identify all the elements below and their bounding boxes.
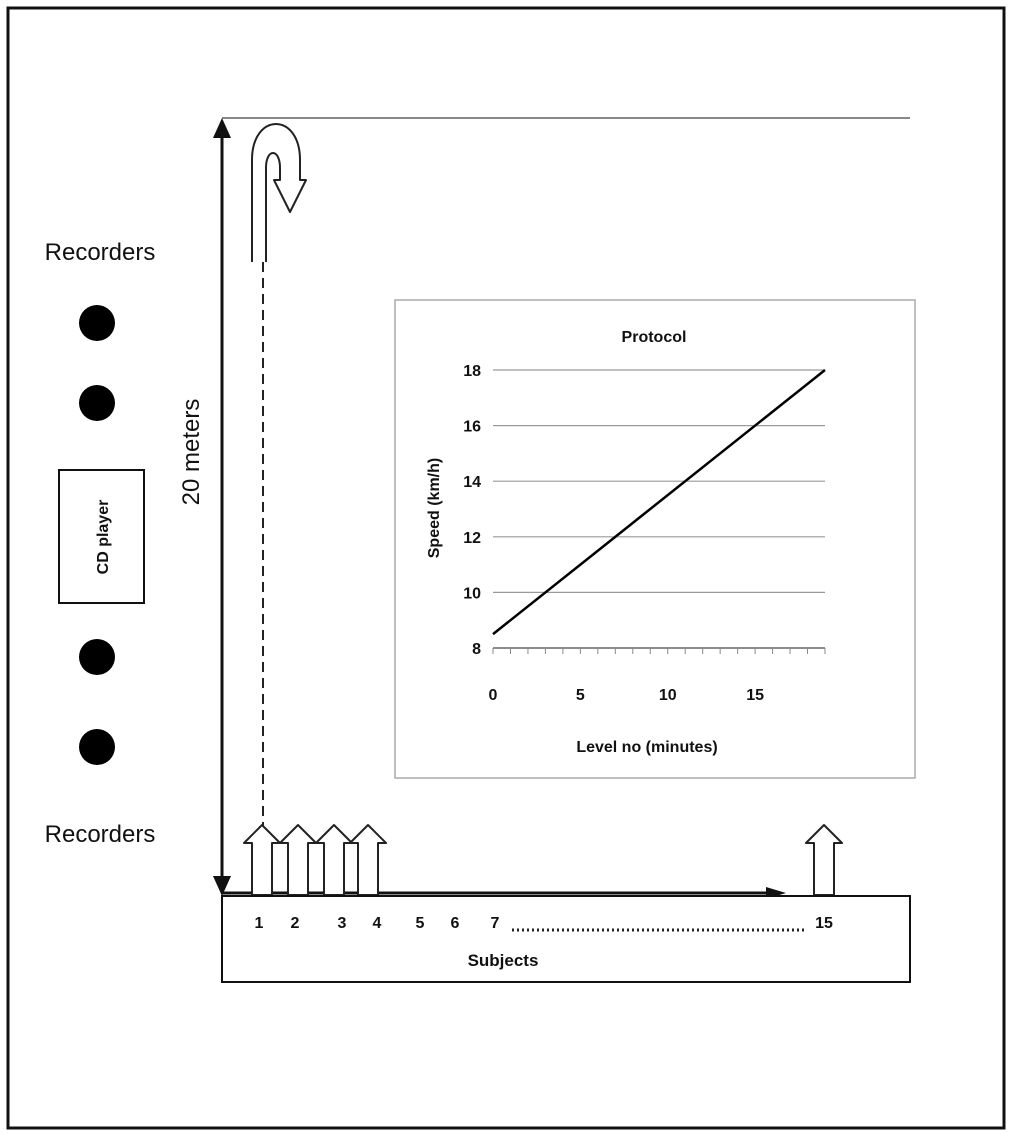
x-tick-label-10: 10	[659, 687, 677, 704]
chart-tick-labels: 8 10 12 14 16 18 0 5 10 15	[463, 363, 764, 704]
chart-grid	[493, 369, 825, 594]
cd-player-label: CD player	[95, 500, 112, 575]
subject-arrow-15	[805, 824, 843, 896]
recorder-dot-4	[79, 729, 115, 765]
y-tick-label-10: 10	[463, 585, 481, 602]
subjects-label: Subjects	[468, 951, 539, 970]
chart-title: Protocol	[622, 329, 687, 346]
subject-arrow-3	[315, 824, 353, 896]
series-line-0	[492, 369, 826, 636]
subject-number-2: 2	[291, 915, 300, 932]
outer-frame	[6, 6, 1006, 1130]
x-tick-label-15: 15	[746, 687, 764, 704]
subject-numbers: 1 2 3 4 5 6 7 15	[255, 915, 833, 932]
subject-arrow-2	[279, 824, 317, 896]
u-turn-arrow-icon	[251, 123, 307, 262]
recorder-dot-3	[79, 639, 115, 675]
y-tick-label-16: 16	[463, 419, 481, 436]
subject-number-7: 7	[491, 915, 500, 932]
subject-number-1: 1	[255, 915, 264, 932]
x-tick-label-5: 5	[576, 687, 585, 704]
y-tick-label-12: 12	[463, 530, 481, 547]
subject-arrow-4	[349, 824, 387, 896]
subject-number-4: 4	[373, 915, 382, 932]
subject-number-5: 5	[416, 915, 425, 932]
subject-arrows	[243, 824, 843, 896]
y-tick-label-14: 14	[463, 474, 481, 491]
subject-arrow-1	[243, 824, 281, 896]
x-tick-label-0: 0	[489, 687, 498, 704]
recorder-dot-1	[79, 305, 115, 341]
recorder-dot-2	[79, 385, 115, 421]
chart-frame	[394, 299, 916, 779]
y-tick-label-18: 18	[463, 363, 481, 380]
subjects-box	[221, 895, 911, 983]
chart-y-axis-label: Speed (km/h)	[426, 458, 443, 558]
recorders-top-label: Recorders	[45, 239, 156, 266]
subject-number-3: 3	[338, 915, 347, 932]
chart-series	[492, 369, 826, 636]
recorders-bottom-label: Recorders	[45, 821, 156, 848]
subject-number-6: 6	[451, 915, 460, 932]
cd-player-box	[58, 469, 145, 604]
distance-arrow-top-head	[213, 118, 231, 138]
chart-x-axis-label: Level no (minutes)	[576, 739, 717, 756]
protocol-chart: Protocol 8 10 12 14 16 18 0 5 10 15 Level no (min…	[394, 299, 916, 779]
distance-arrow-bottom-head	[213, 876, 231, 896]
chart-axes	[492, 647, 826, 654]
subject-number-15: 15	[815, 915, 833, 932]
distance-label: 20 meters	[178, 399, 205, 506]
y-tick-label-8: 8	[472, 641, 481, 658]
